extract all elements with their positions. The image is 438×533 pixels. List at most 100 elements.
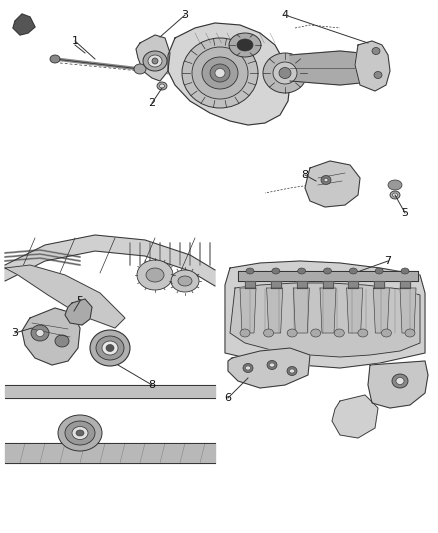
Ellipse shape (405, 329, 415, 337)
Ellipse shape (182, 38, 258, 108)
Ellipse shape (264, 329, 274, 337)
Polygon shape (322, 281, 332, 288)
Polygon shape (346, 288, 363, 333)
Polygon shape (348, 281, 358, 288)
Polygon shape (5, 385, 215, 398)
Ellipse shape (106, 344, 114, 351)
Text: 1: 1 (71, 36, 78, 46)
Text: 4: 4 (282, 10, 289, 20)
Ellipse shape (102, 341, 118, 355)
Ellipse shape (392, 193, 398, 197)
Text: 2: 2 (148, 98, 155, 108)
Polygon shape (65, 299, 92, 325)
Ellipse shape (388, 180, 402, 190)
Ellipse shape (321, 175, 331, 184)
Polygon shape (374, 281, 384, 288)
Ellipse shape (146, 268, 164, 282)
Circle shape (152, 58, 158, 64)
Polygon shape (225, 261, 425, 368)
Ellipse shape (287, 367, 297, 376)
Text: 7: 7 (385, 256, 392, 266)
Ellipse shape (215, 69, 225, 77)
Ellipse shape (263, 53, 307, 93)
Text: 3: 3 (11, 328, 18, 338)
Ellipse shape (396, 377, 404, 384)
Polygon shape (238, 271, 418, 281)
Polygon shape (355, 41, 390, 91)
Ellipse shape (31, 325, 49, 341)
Ellipse shape (392, 374, 408, 388)
Polygon shape (5, 235, 215, 286)
Ellipse shape (358, 329, 368, 337)
Ellipse shape (324, 178, 328, 182)
Ellipse shape (229, 33, 261, 57)
Ellipse shape (143, 51, 167, 71)
Polygon shape (168, 23, 290, 125)
Ellipse shape (76, 430, 84, 436)
Polygon shape (240, 288, 256, 333)
Polygon shape (290, 51, 370, 85)
Ellipse shape (311, 329, 321, 337)
Ellipse shape (55, 335, 69, 347)
Polygon shape (22, 308, 80, 365)
Ellipse shape (298, 268, 306, 274)
Ellipse shape (273, 62, 297, 84)
Polygon shape (297, 281, 307, 288)
Ellipse shape (159, 84, 165, 88)
Polygon shape (136, 35, 170, 81)
Text: 5: 5 (77, 296, 84, 306)
Polygon shape (400, 281, 410, 288)
Polygon shape (13, 14, 35, 35)
Ellipse shape (374, 71, 382, 78)
Ellipse shape (202, 57, 238, 89)
Polygon shape (5, 265, 125, 328)
Ellipse shape (137, 260, 173, 290)
Ellipse shape (334, 329, 344, 337)
Ellipse shape (246, 366, 251, 370)
Ellipse shape (401, 268, 409, 274)
Ellipse shape (171, 270, 199, 292)
Ellipse shape (246, 268, 254, 274)
Ellipse shape (50, 55, 60, 63)
Ellipse shape (157, 82, 167, 90)
Ellipse shape (372, 47, 380, 54)
Text: 3: 3 (181, 10, 188, 20)
Ellipse shape (96, 336, 124, 360)
Polygon shape (305, 161, 360, 207)
Polygon shape (320, 288, 336, 333)
Ellipse shape (279, 68, 291, 78)
Ellipse shape (324, 268, 332, 274)
Polygon shape (373, 288, 389, 333)
Ellipse shape (210, 64, 230, 82)
Ellipse shape (178, 276, 192, 286)
Polygon shape (400, 288, 416, 333)
Ellipse shape (287, 329, 297, 337)
Ellipse shape (90, 330, 130, 366)
Ellipse shape (290, 369, 294, 373)
Ellipse shape (390, 191, 400, 199)
Polygon shape (228, 348, 310, 388)
Ellipse shape (240, 329, 250, 337)
Ellipse shape (269, 363, 275, 367)
Ellipse shape (72, 426, 88, 440)
Text: 6: 6 (225, 393, 232, 403)
Polygon shape (267, 288, 283, 333)
Ellipse shape (381, 329, 392, 337)
Ellipse shape (272, 268, 280, 274)
Ellipse shape (65, 421, 95, 445)
Text: 5: 5 (402, 208, 409, 218)
Ellipse shape (134, 64, 146, 74)
Ellipse shape (58, 415, 102, 451)
Ellipse shape (350, 268, 357, 274)
Polygon shape (332, 395, 378, 438)
Ellipse shape (192, 47, 248, 99)
Ellipse shape (267, 360, 277, 369)
Text: 8: 8 (301, 170, 308, 180)
Ellipse shape (243, 364, 253, 373)
Polygon shape (5, 443, 215, 463)
Polygon shape (230, 283, 420, 357)
Ellipse shape (148, 55, 162, 67)
Ellipse shape (375, 268, 383, 274)
Ellipse shape (36, 329, 44, 336)
Ellipse shape (237, 39, 253, 51)
